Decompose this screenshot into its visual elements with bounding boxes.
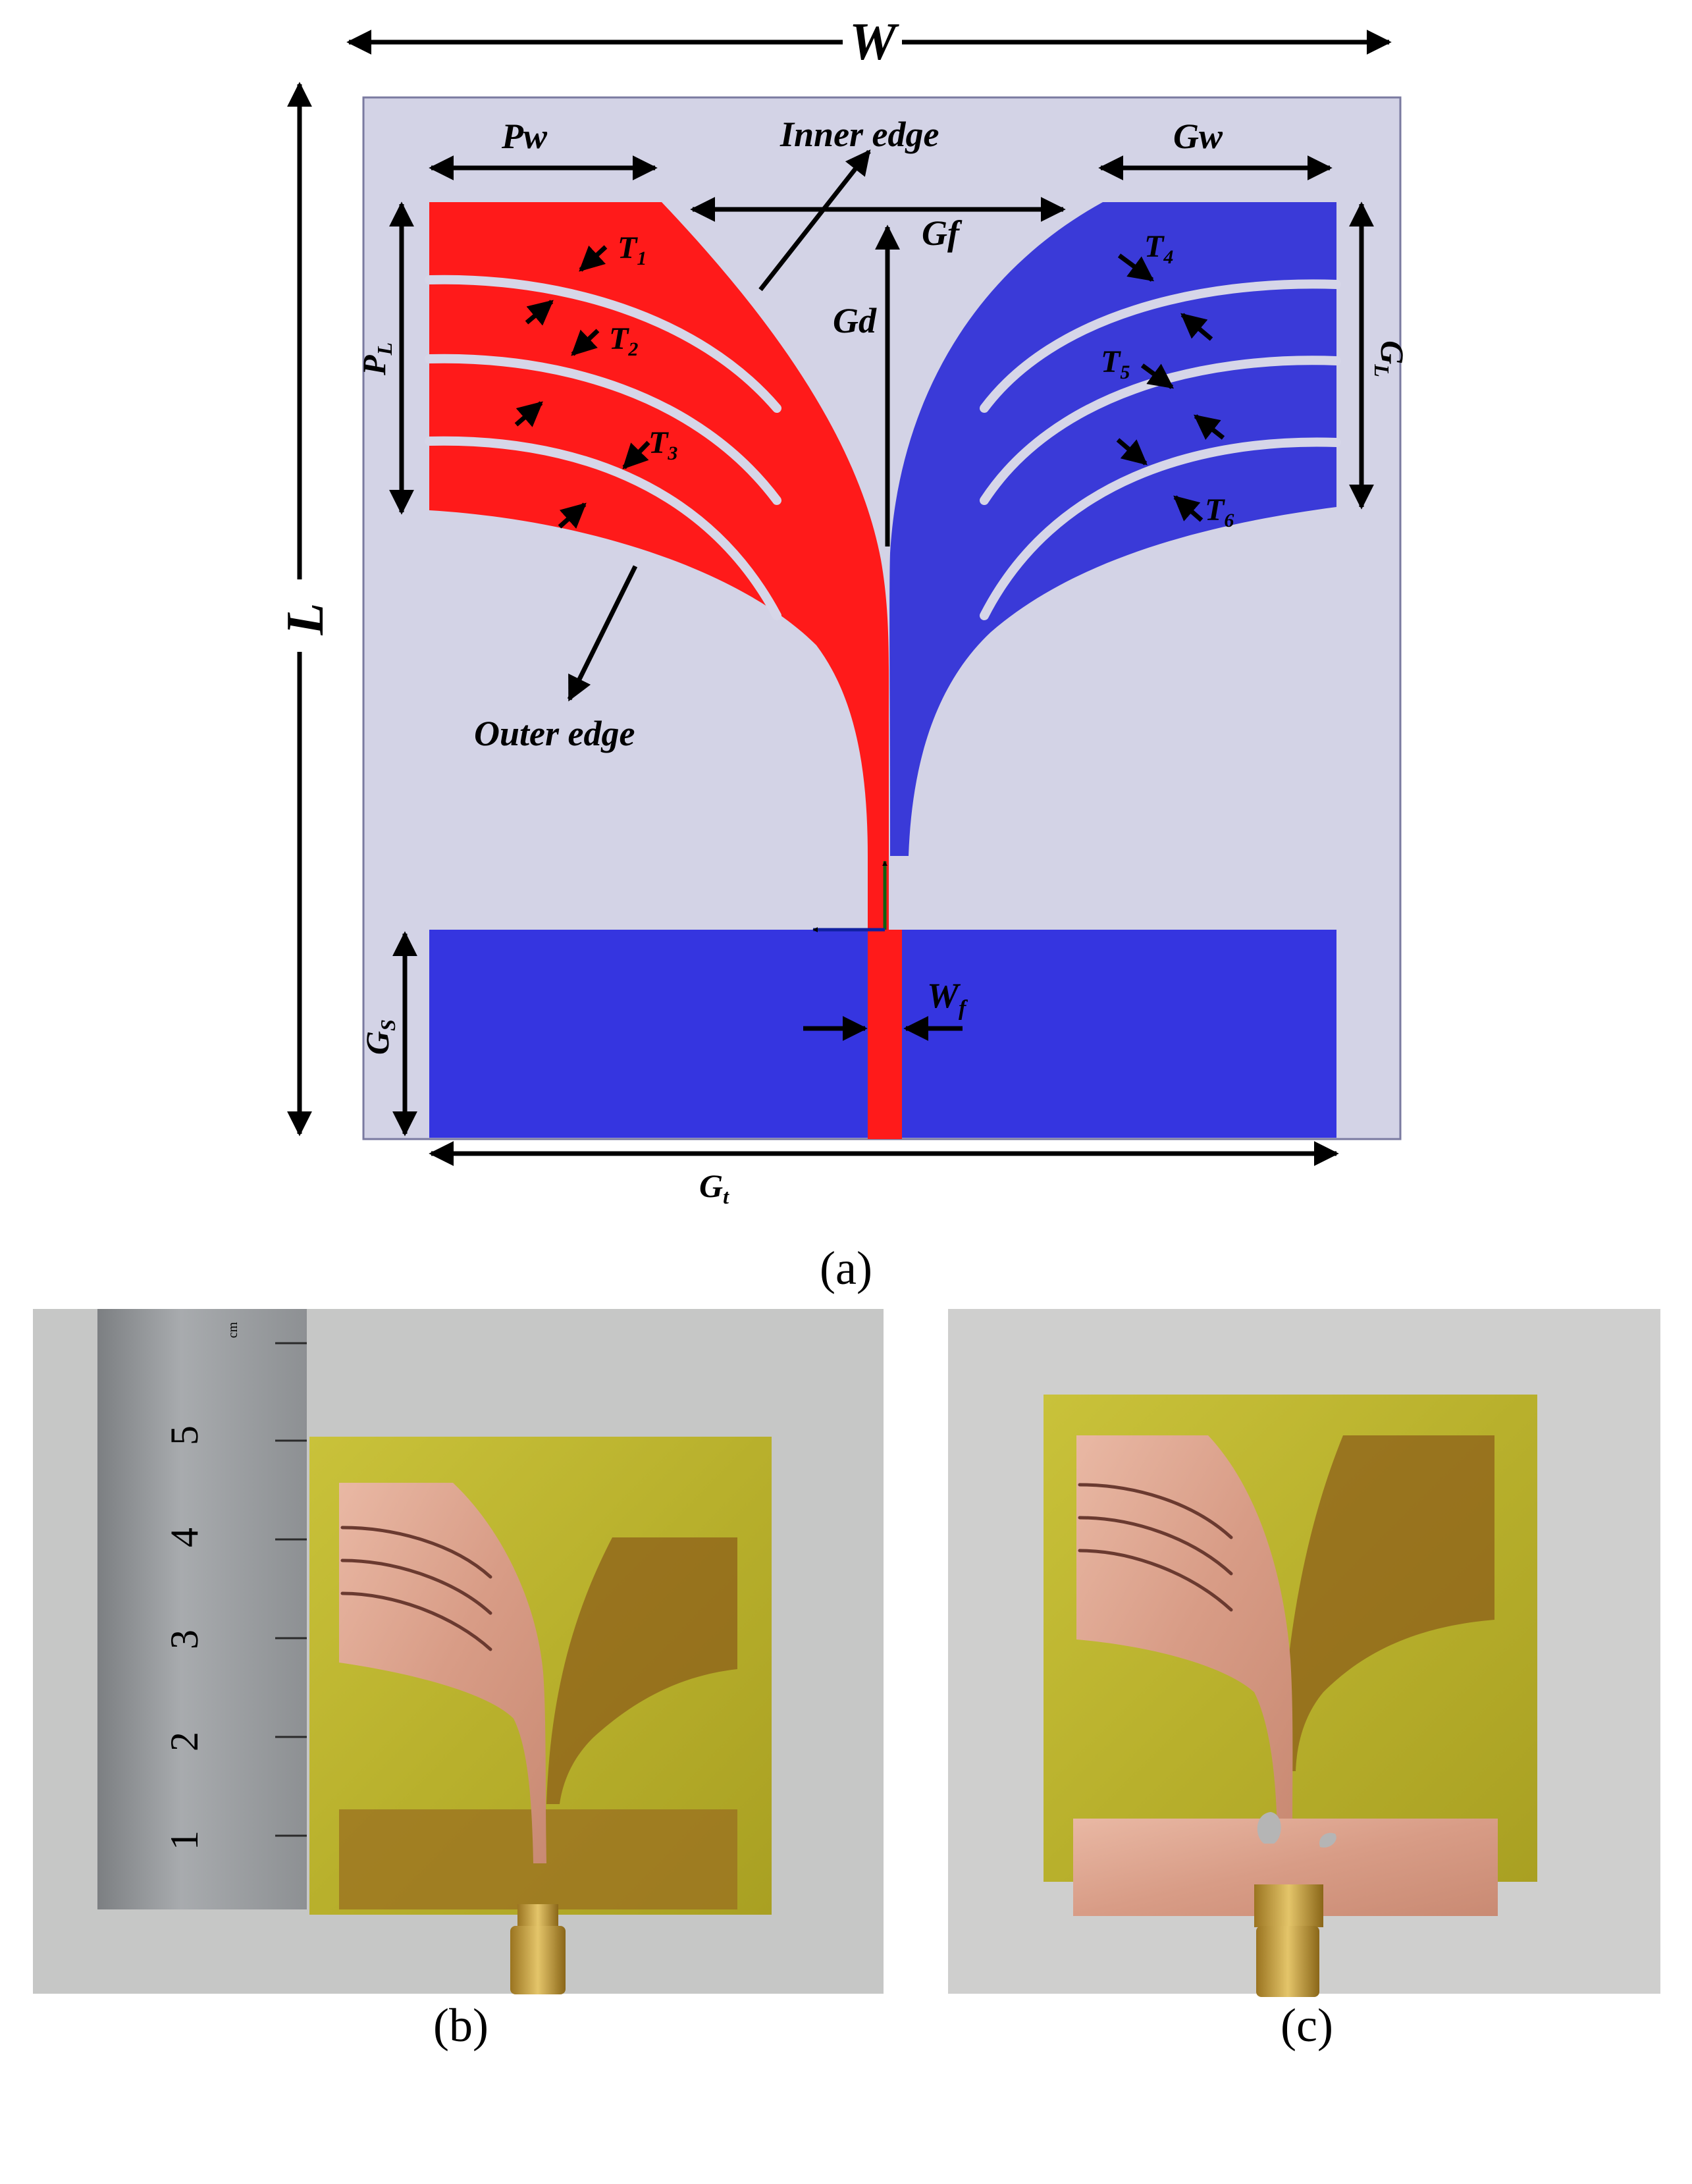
label-T6: T6 — [1205, 493, 1234, 531]
label-GL: GL — [1370, 340, 1411, 377]
label-L: L — [277, 603, 334, 636]
photo-back — [948, 1309, 1660, 1997]
ruler-tick-3: 3 — [163, 1630, 206, 1649]
ruler-tick-1: 1 — [163, 1830, 206, 1850]
ruler-unit: cm — [226, 1321, 240, 1338]
dimension-lines — [287, 30, 1392, 1166]
svg-text:GL: GL — [1370, 340, 1411, 377]
label-T2: T2 — [609, 321, 638, 360]
label-T5: T5 — [1101, 344, 1130, 383]
ruler-tick-4: 4 — [163, 1528, 206, 1547]
caption-b: (b) — [433, 1999, 489, 2052]
copper-patch-back — [1076, 1435, 1293, 1830]
label-Gw: Gw — [1173, 117, 1223, 156]
steel-ruler — [97, 1309, 307, 1909]
label-Gf: Gf — [922, 213, 963, 253]
label-T4: T4 — [1144, 229, 1173, 268]
svg-text:PL: PL — [356, 342, 396, 376]
label-inner-edge: Inner edge — [780, 115, 939, 154]
caption-a: (a) — [820, 1242, 872, 1294]
label-PL: PL — [356, 342, 396, 376]
label-Gd: Gd — [833, 301, 877, 340]
label-W: W — [849, 13, 899, 71]
label-Wf: Wf — [927, 976, 968, 1021]
ruler-tick-2: 2 — [163, 1732, 206, 1751]
label-T3: T3 — [648, 425, 677, 464]
feed-line — [868, 930, 902, 1139]
radiating-patch — [429, 202, 889, 935]
label-Gt: Gt — [699, 1167, 729, 1208]
ruler-tick-5: 5 — [163, 1425, 206, 1445]
ground-slots — [980, 279, 1341, 620]
label-Gs: GS — [359, 1019, 400, 1055]
copper-patch-front — [339, 1483, 546, 1863]
label-outer-edge: Outer edge — [474, 714, 635, 753]
antenna-layout-diagram: W L Pw Gw Gf Gd Inner edge Outer edge PL… — [277, 13, 1411, 1208]
photo-front-with-ruler: 5 4 3 2 1 cm — [33, 1309, 884, 1994]
svg-text:GS: GS — [359, 1019, 400, 1055]
caption-c: (c) — [1281, 1999, 1333, 2052]
patch-slots — [425, 275, 781, 620]
label-T1: T1 — [618, 230, 647, 269]
label-Pw: Pw — [501, 117, 548, 156]
